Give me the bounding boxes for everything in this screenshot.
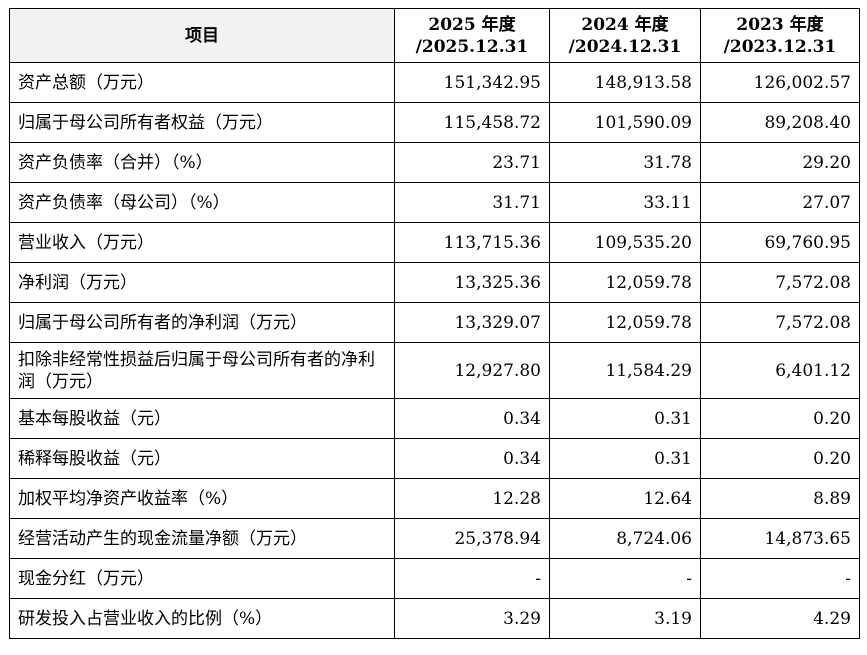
row-label: 营业收入（万元） xyxy=(9,222,395,263)
header-col-2025: 2025 年度 /2025.12.31 xyxy=(394,8,550,63)
cell-2023: 6,401.12 xyxy=(700,342,860,399)
cell-2025: 0.34 xyxy=(394,438,550,479)
row-label: 扣除非经常性损益后归属于母公司所有者的净利润（万元） xyxy=(9,342,395,399)
table-row: 资产总额（万元） 151,342.95 148,913.58 126,002.5… xyxy=(9,62,860,103)
table-row: 归属于母公司所有者权益（万元） 115,458.72 101,590.09 89… xyxy=(9,102,860,143)
cell-2024: 0.31 xyxy=(549,398,701,439)
cell-2024: 12.64 xyxy=(549,478,701,519)
row-label: 净利润（万元） xyxy=(9,262,395,303)
cell-2024: 8,724.06 xyxy=(549,518,701,559)
header-year-2023: 2023 年度 xyxy=(736,14,824,35)
cell-2023: 126,002.57 xyxy=(700,62,860,103)
row-label: 归属于母公司所有者权益（万元） xyxy=(9,102,395,143)
header-date-2025: /2025.12.31 xyxy=(415,36,529,57)
cell-2025: 0.34 xyxy=(394,398,550,439)
header-row: 项目 2025 年度 /2025.12.31 2024 年度 /2024.12.… xyxy=(9,8,860,63)
table-row: 基本每股收益（元） 0.34 0.31 0.20 xyxy=(9,398,860,439)
row-label: 稀释每股收益（元） xyxy=(9,438,395,479)
cell-2024: 3.19 xyxy=(549,598,701,639)
cell-2025: 25,378.94 xyxy=(394,518,550,559)
row-label: 归属于母公司所有者的净利润（万元） xyxy=(9,302,395,343)
row-label: 加权平均净资产收益率（%） xyxy=(9,478,395,519)
table-row: 资产负债率（合并）（%） 23.71 31.78 29.20 xyxy=(9,142,860,183)
table-row: 加权平均净资产收益率（%） 12.28 12.64 8.89 xyxy=(9,478,860,519)
cell-2025: 23.71 xyxy=(394,142,550,183)
cell-2024: 12,059.78 xyxy=(549,262,701,303)
cell-2023: 7,572.08 xyxy=(700,262,860,303)
cell-2025: 113,715.36 xyxy=(394,222,550,263)
header-col-2023: 2023 年度 /2023.12.31 xyxy=(700,8,860,63)
cell-2025: 12,927.80 xyxy=(394,342,550,399)
cell-2025: 31.71 xyxy=(394,182,550,223)
cell-2024: 31.78 xyxy=(549,142,701,183)
table-row: 扣除非经常性损益后归属于母公司所有者的净利润（万元） 12,927.80 11,… xyxy=(9,342,860,399)
row-label: 资产负债率（母公司）（%） xyxy=(9,182,395,223)
row-label: 经营活动产生的现金流量净额（万元） xyxy=(9,518,395,559)
cell-2023: 27.07 xyxy=(700,182,860,223)
table-row: 稀释每股收益（元） 0.34 0.31 0.20 xyxy=(9,438,860,479)
cell-2023: 29.20 xyxy=(700,142,860,183)
table-row: 现金分红（万元） - - - xyxy=(9,558,860,599)
cell-2024: - xyxy=(549,558,701,599)
table-row: 研发投入占营业收入的比例（%） 3.29 3.19 4.29 xyxy=(9,598,860,639)
cell-2024: 33.11 xyxy=(549,182,701,223)
header-date-2023: /2023.12.31 xyxy=(723,36,837,57)
header-date-2024: /2024.12.31 xyxy=(568,36,682,57)
cell-2023: 4.29 xyxy=(700,598,860,639)
cell-2025: 12.28 xyxy=(394,478,550,519)
table-row: 资产负债率（母公司）（%） 31.71 33.11 27.07 xyxy=(9,182,860,223)
header-year-2025: 2025 年度 xyxy=(428,14,516,35)
cell-2024: 12,059.78 xyxy=(549,302,701,343)
cell-2023: 14,873.65 xyxy=(700,518,860,559)
cell-2023: 7,572.08 xyxy=(700,302,860,343)
cell-2025: - xyxy=(394,558,550,599)
row-label: 研发投入占营业收入的比例（%） xyxy=(9,598,395,639)
table-header: 项目 2025 年度 /2025.12.31 2024 年度 /2024.12.… xyxy=(9,8,860,63)
cell-2023: 0.20 xyxy=(700,438,860,479)
row-label: 资产总额（万元） xyxy=(9,62,395,103)
cell-2024: 0.31 xyxy=(549,438,701,479)
cell-2023: 89,208.40 xyxy=(700,102,860,143)
cell-2023: 0.20 xyxy=(700,398,860,439)
cell-2023: 8.89 xyxy=(700,478,860,519)
row-label: 现金分红（万元） xyxy=(9,558,395,599)
table-body: 资产总额（万元） 151,342.95 148,913.58 126,002.5… xyxy=(9,62,860,639)
row-label: 基本每股收益（元） xyxy=(9,398,395,439)
header-col-2024: 2024 年度 /2024.12.31 xyxy=(549,8,701,63)
cell-2025: 151,342.95 xyxy=(394,62,550,103)
cell-2024: 11,584.29 xyxy=(549,342,701,399)
cell-2024: 101,590.09 xyxy=(549,102,701,143)
cell-2025: 13,325.36 xyxy=(394,262,550,303)
cell-2024: 148,913.58 xyxy=(549,62,701,103)
table-row: 营业收入（万元） 113,715.36 109,535.20 69,760.95 xyxy=(9,222,860,263)
cell-2023: 69,760.95 xyxy=(700,222,860,263)
cell-2025: 13,329.07 xyxy=(394,302,550,343)
table-row: 归属于母公司所有者的净利润（万元） 13,329.07 12,059.78 7,… xyxy=(9,302,860,343)
table-row: 经营活动产生的现金流量净额（万元） 25,378.94 8,724.06 14,… xyxy=(9,518,860,559)
cell-2023: - xyxy=(700,558,860,599)
header-item: 项目 xyxy=(9,8,395,63)
row-label: 资产负债率（合并）（%） xyxy=(9,142,395,183)
cell-2024: 109,535.20 xyxy=(549,222,701,263)
table-row: 净利润（万元） 13,325.36 12,059.78 7,572.08 xyxy=(9,262,860,303)
cell-2025: 3.29 xyxy=(394,598,550,639)
header-year-2024: 2024 年度 xyxy=(581,14,669,35)
cell-2025: 115,458.72 xyxy=(394,102,550,143)
financial-summary-table: 项目 2025 年度 /2025.12.31 2024 年度 /2024.12.… xyxy=(9,8,860,639)
